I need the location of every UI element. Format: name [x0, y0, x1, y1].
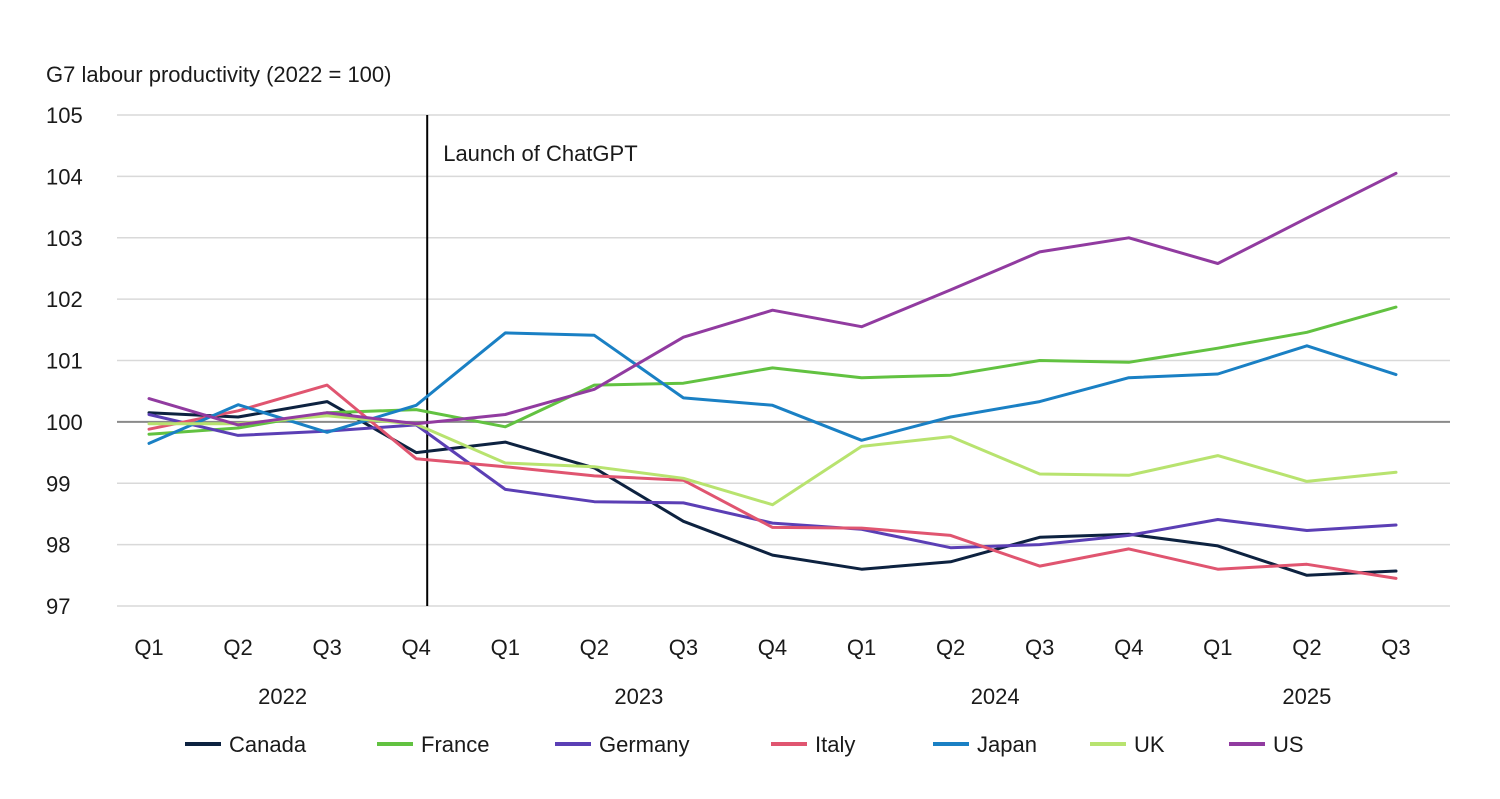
series-line-italy [147, 383, 1398, 580]
x-axis-quarter-ticks: Q1 Q2 Q3 Q4 Q1 Q2 Q3 Q4 Q1 Q2 Q3 Q4 Q1 Q2 Q3 [134, 635, 1410, 660]
y-tick-label: 102 [46, 287, 83, 312]
x-axis-year-labels: 2022 2023 2024 2025 [258, 684, 1331, 709]
legend-label-france: France [421, 732, 489, 757]
x-tick-label: Q4 [402, 635, 431, 660]
year-label: 2023 [614, 684, 663, 709]
x-tick-label: Q1 [491, 635, 520, 660]
legend-label-uk: UK [1134, 732, 1165, 757]
y-tick-label: 104 [46, 164, 83, 189]
series-line-canada [147, 400, 1398, 577]
legend-label-italy: Italy [815, 732, 855, 757]
x-tick-label: Q3 [1025, 635, 1054, 660]
annotation-label: Launch of ChatGPT [443, 141, 637, 166]
y-tick-label: 105 [46, 103, 83, 128]
x-tick-label: Q4 [1114, 635, 1143, 660]
y-axis-title: G7 labour productivity (2022 = 100) [46, 62, 391, 87]
y-tick-label: 101 [46, 349, 83, 374]
x-tick-label: Q3 [1381, 635, 1410, 660]
x-tick-label: Q2 [580, 635, 609, 660]
legend-label-germany: Germany [599, 732, 689, 757]
x-tick-label: Q2 [936, 635, 965, 660]
series-line-france [147, 305, 1398, 436]
x-tick-label: Q4 [758, 635, 787, 660]
legend-label-canada: Canada [229, 732, 307, 757]
x-tick-label: Q1 [847, 635, 876, 660]
x-tick-label: Q2 [223, 635, 252, 660]
event-marker: Launch of ChatGPT [426, 115, 638, 606]
series-line-japan [147, 331, 1398, 445]
series-lines [147, 171, 1398, 580]
gridlines [117, 114, 1450, 607]
y-tick-label: 99 [46, 471, 70, 496]
x-tick-label: Q1 [134, 635, 163, 660]
legend: Canada France Germany Italy Japan UK US [185, 732, 1304, 757]
year-label: 2025 [1282, 684, 1331, 709]
y-tick-label: 98 [46, 533, 70, 558]
year-label: 2022 [258, 684, 307, 709]
y-tick-label: 97 [46, 594, 70, 619]
series-line-germany [147, 413, 1398, 550]
year-label: 2024 [971, 684, 1020, 709]
series-line-us [147, 171, 1398, 427]
x-tick-label: Q2 [1292, 635, 1321, 660]
y-tick-label: 103 [46, 226, 83, 251]
x-tick-label: Q3 [669, 635, 698, 660]
legend-label-us: US [1273, 732, 1304, 757]
y-axis-ticks: 97 98 99 100 101 102 103 104 105 [46, 103, 83, 619]
x-tick-label: Q3 [312, 635, 341, 660]
series-line-uk [147, 414, 1398, 507]
legend-label-japan: Japan [977, 732, 1037, 757]
y-tick-label: 100 [46, 410, 83, 435]
x-tick-label: Q1 [1203, 635, 1232, 660]
